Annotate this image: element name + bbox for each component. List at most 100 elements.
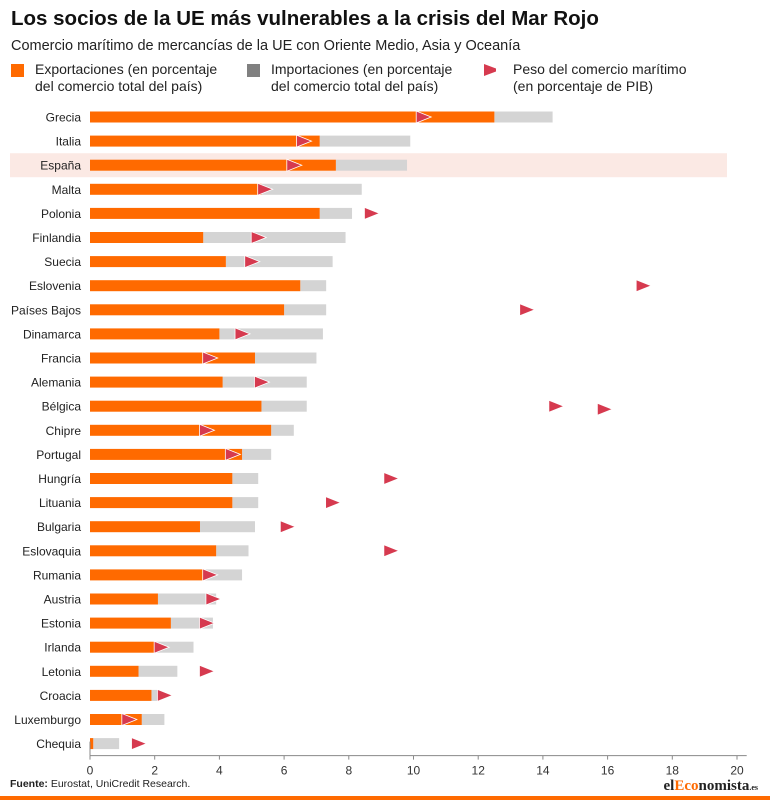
legend-label-imports: Importaciones (en porcentaje del comerci… bbox=[271, 61, 452, 95]
marker-gdp-suecia bbox=[244, 255, 261, 269]
source-label: Fuente: bbox=[10, 778, 48, 790]
marker-gdp-extra-0 bbox=[596, 402, 614, 416]
bar-imports-polonia bbox=[319, 207, 353, 219]
chart-title: Los socios de la UE más vulnerables a la… bbox=[11, 7, 599, 30]
category-label-bulgaria: Bulgaria bbox=[37, 520, 81, 534]
marker-gdp-bulgaria bbox=[279, 520, 297, 534]
bar-imports-espana bbox=[335, 159, 408, 171]
marker-gdp-rumania bbox=[202, 568, 219, 582]
legend-label-exports-line2: del comercio total del país) bbox=[35, 78, 203, 94]
x-tick-label: 12 bbox=[472, 764, 486, 775]
publisher-logo: elEconomista.es bbox=[663, 778, 758, 795]
marker-gdp-polonia bbox=[364, 206, 381, 220]
x-tick-label: 6 bbox=[281, 764, 288, 775]
x-tick-label: 18 bbox=[666, 764, 680, 775]
bar-exports-dinamarca bbox=[90, 328, 220, 340]
category-label-alemania: Alemania bbox=[31, 376, 81, 390]
bar-imports-croacia bbox=[151, 689, 158, 701]
category-label-dinamarca: Dinamarca bbox=[23, 327, 81, 341]
bar-exports-espana bbox=[90, 159, 336, 171]
bar-exports-croacia bbox=[90, 689, 152, 701]
bar-exports-luxemburgo bbox=[90, 714, 142, 725]
bar-imports-eslovaquia bbox=[216, 545, 249, 557]
marker-gdp-grecia bbox=[415, 110, 433, 124]
marker-gdp-estonia bbox=[199, 616, 216, 630]
bar-imports-estonia bbox=[170, 617, 213, 629]
category-label-belgica: Bélgica bbox=[42, 400, 82, 414]
bar-exports-suecia bbox=[90, 256, 226, 268]
legend-label-marker: Peso del comercio marítimo (en porcentaj… bbox=[513, 61, 687, 95]
marker-gdp-portugal bbox=[224, 447, 242, 461]
marker-gdp-letonia bbox=[199, 664, 216, 678]
x-tick-label: 14 bbox=[536, 764, 550, 775]
category-label-luxemburgo: Luxemburgo bbox=[14, 713, 81, 727]
legend-swatch-marker-icon bbox=[484, 64, 496, 76]
bar-imports-chequia bbox=[93, 738, 120, 750]
category-label-hungria: Hungría bbox=[38, 472, 81, 486]
category-label-rumania: Rumania bbox=[33, 568, 81, 582]
source-note: Fuente: Eurostat, UniCredit Research. bbox=[10, 778, 190, 790]
bar-exports-italia bbox=[90, 135, 320, 147]
bar-imports-eslovenia bbox=[300, 280, 327, 292]
logo-accent: Eco bbox=[674, 778, 699, 794]
bar-imports-paises-bajos bbox=[284, 304, 327, 316]
bar-exports-belgica bbox=[90, 400, 262, 412]
x-tick-label: 16 bbox=[601, 764, 615, 775]
marker-gdp-espana bbox=[286, 158, 303, 172]
legend-swatch-imports bbox=[247, 64, 260, 77]
legend-label-marker-line2: (en porcentaje de PIB) bbox=[513, 78, 654, 94]
bar-exports-polonia bbox=[90, 207, 320, 219]
category-label-grecia: Grecia bbox=[46, 111, 82, 125]
marker-gdp-eslovaquia bbox=[383, 544, 400, 558]
category-label-polonia: Polonia bbox=[41, 207, 81, 221]
x-tick-label: 8 bbox=[345, 764, 352, 775]
category-label-italia: Italia bbox=[56, 135, 82, 149]
bar-exports-paises-bajos bbox=[90, 304, 285, 316]
marker-gdp-dinamarca bbox=[234, 327, 252, 341]
bar-exports-eslovenia bbox=[90, 280, 301, 292]
x-tick-label: 0 bbox=[87, 764, 94, 775]
marker-gdp-paises-bajos bbox=[519, 303, 536, 317]
legend-label-exports: Exportaciones (en porcentaje del comerci… bbox=[35, 61, 217, 95]
legend-label-imports-line2: del comercio total del país) bbox=[271, 78, 439, 94]
category-label-suecia: Suecia bbox=[44, 255, 81, 269]
category-label-eslovenia: Eslovenia bbox=[29, 279, 81, 293]
x-tick-label: 2 bbox=[151, 764, 158, 775]
bar-exports-hungria bbox=[90, 473, 233, 484]
category-label-francia: Francia bbox=[41, 352, 81, 366]
marker-gdp-croacia bbox=[157, 688, 174, 702]
bar-exports-malta bbox=[90, 183, 262, 195]
marker-gdp-chipre bbox=[199, 423, 216, 437]
chart-subtitle: Comercio marítimo de mercancías de la UE… bbox=[11, 38, 521, 54]
category-label-estonia: Estonia bbox=[41, 617, 81, 631]
category-label-lituania: Lituania bbox=[39, 496, 81, 510]
bar-exports-lituania bbox=[90, 497, 233, 509]
category-label-chipre: Chipre bbox=[46, 424, 82, 438]
bar-exports-bulgaria bbox=[90, 521, 200, 533]
bar-exports-chequia bbox=[90, 738, 94, 750]
bar-imports-rumania bbox=[203, 569, 243, 581]
bar-exports-eslovaquia bbox=[90, 545, 217, 557]
legend-swatch-exports bbox=[11, 64, 24, 77]
category-label-malta: Malta bbox=[52, 183, 82, 197]
logo-tld: .es bbox=[749, 783, 758, 792]
category-label-chequia: Chequia bbox=[36, 737, 81, 751]
bar-exports-finlandia bbox=[90, 232, 204, 243]
bar-exports-francia bbox=[90, 352, 255, 364]
bar-imports-irlanda bbox=[154, 641, 194, 653]
category-label-austria: Austria bbox=[44, 593, 82, 607]
bar-imports-malta bbox=[261, 183, 362, 195]
category-label-letonia: Letonia bbox=[42, 665, 82, 679]
marker-gdp-luxemburgo bbox=[121, 712, 138, 727]
bottom-accent-bar bbox=[0, 796, 770, 800]
category-label-portugal: Portugal bbox=[36, 448, 81, 462]
bar-imports-letonia bbox=[138, 665, 178, 677]
bar-exports-portugal bbox=[90, 448, 243, 460]
bar-imports-grecia bbox=[494, 111, 553, 123]
marker-gdp-belgica bbox=[548, 399, 565, 413]
legend-label-marker-line1: Peso del comercio marítimo bbox=[513, 61, 687, 77]
marker-gdp-malta bbox=[257, 182, 274, 196]
marker-gdp-irlanda bbox=[153, 640, 171, 654]
bar-exports-letonia bbox=[90, 665, 139, 677]
bar-imports-bulgaria bbox=[199, 521, 255, 533]
